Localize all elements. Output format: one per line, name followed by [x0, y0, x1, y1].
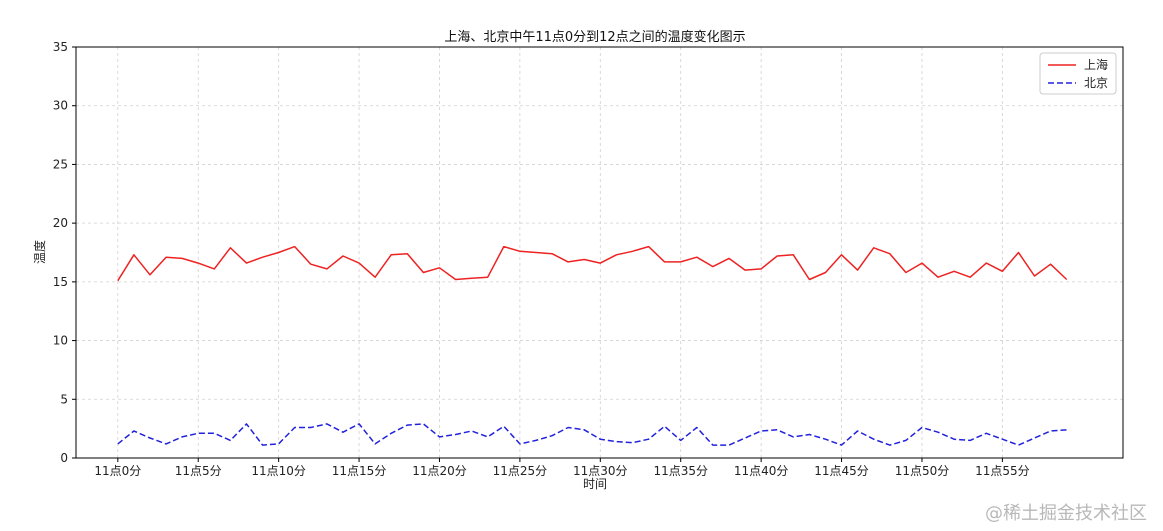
y-tick-label: 30: [53, 99, 68, 113]
y-axis-ticks: 0 5 10 15 20 25 30 35: [53, 40, 76, 465]
y-tick-label: 0: [60, 451, 68, 465]
x-tick-label: 11点40分: [734, 464, 789, 478]
legend-label-1: 北京: [1084, 76, 1108, 90]
x-axis-label: 时间: [583, 477, 607, 491]
x-tick-label: 11点35分: [653, 464, 708, 478]
grid: [76, 46, 1123, 459]
x-tick-label: 11点15分: [332, 464, 387, 478]
x-tick-label: 11点10分: [251, 464, 306, 478]
plot-frame: [75, 46, 1124, 459]
watermark: @稀土掘金技术社区: [985, 503, 1147, 524]
series-line-0: [117, 245, 1068, 282]
chart-title: 上海、北京中午11点0分到12点之间的温度变化图示: [444, 29, 745, 45]
x-axis-ticks: 11点0分 11点5分 11点10分 11点15分 11点20分 11点25分 11点30分…: [94, 458, 1030, 478]
y-tick-label: 25: [53, 157, 68, 171]
x-tick-label: 11点50分: [895, 464, 950, 478]
x-tick-label: 11点25分: [493, 464, 548, 478]
series-line-1: [117, 423, 1067, 446]
y-tick-label: 35: [53, 40, 68, 54]
legend-label-0: 上海: [1084, 57, 1108, 72]
x-tick-label: 11点55分: [975, 464, 1030, 478]
y-tick-label: 15: [53, 275, 68, 289]
x-tick-label: 11点45分: [814, 464, 869, 478]
y-tick-label: 10: [53, 334, 68, 348]
x-tick-label: 11点5分: [175, 464, 222, 478]
x-tick-label: 11点20分: [412, 464, 467, 478]
x-tick-label: 11点30分: [573, 464, 628, 478]
y-tick-label: 5: [60, 392, 68, 406]
x-tick-label: 11点0分: [94, 464, 141, 478]
series-lines: [117, 245, 1068, 446]
y-tick-label: 20: [53, 216, 68, 230]
y-axis-label: 温度: [32, 240, 47, 264]
